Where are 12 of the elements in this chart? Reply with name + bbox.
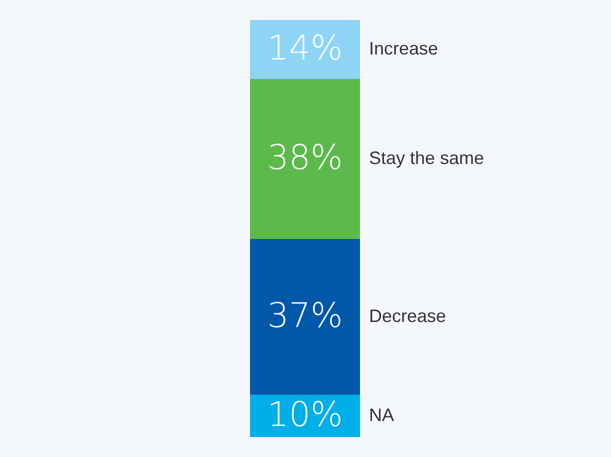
series-label: Decrease [369, 306, 446, 326]
series-label: NA [369, 404, 394, 425]
data-label: 37% [267, 296, 343, 336]
series-label: Stay the same [369, 148, 484, 168]
series-label: Increase [369, 38, 438, 58]
bar [250, 394, 360, 437]
data-label: 14% [267, 28, 343, 68]
bar [250, 239, 360, 395]
bar [250, 78, 360, 240]
data-label: 10% [267, 394, 343, 435]
bar [250, 20, 360, 79]
data-label: 38% [267, 138, 343, 178]
